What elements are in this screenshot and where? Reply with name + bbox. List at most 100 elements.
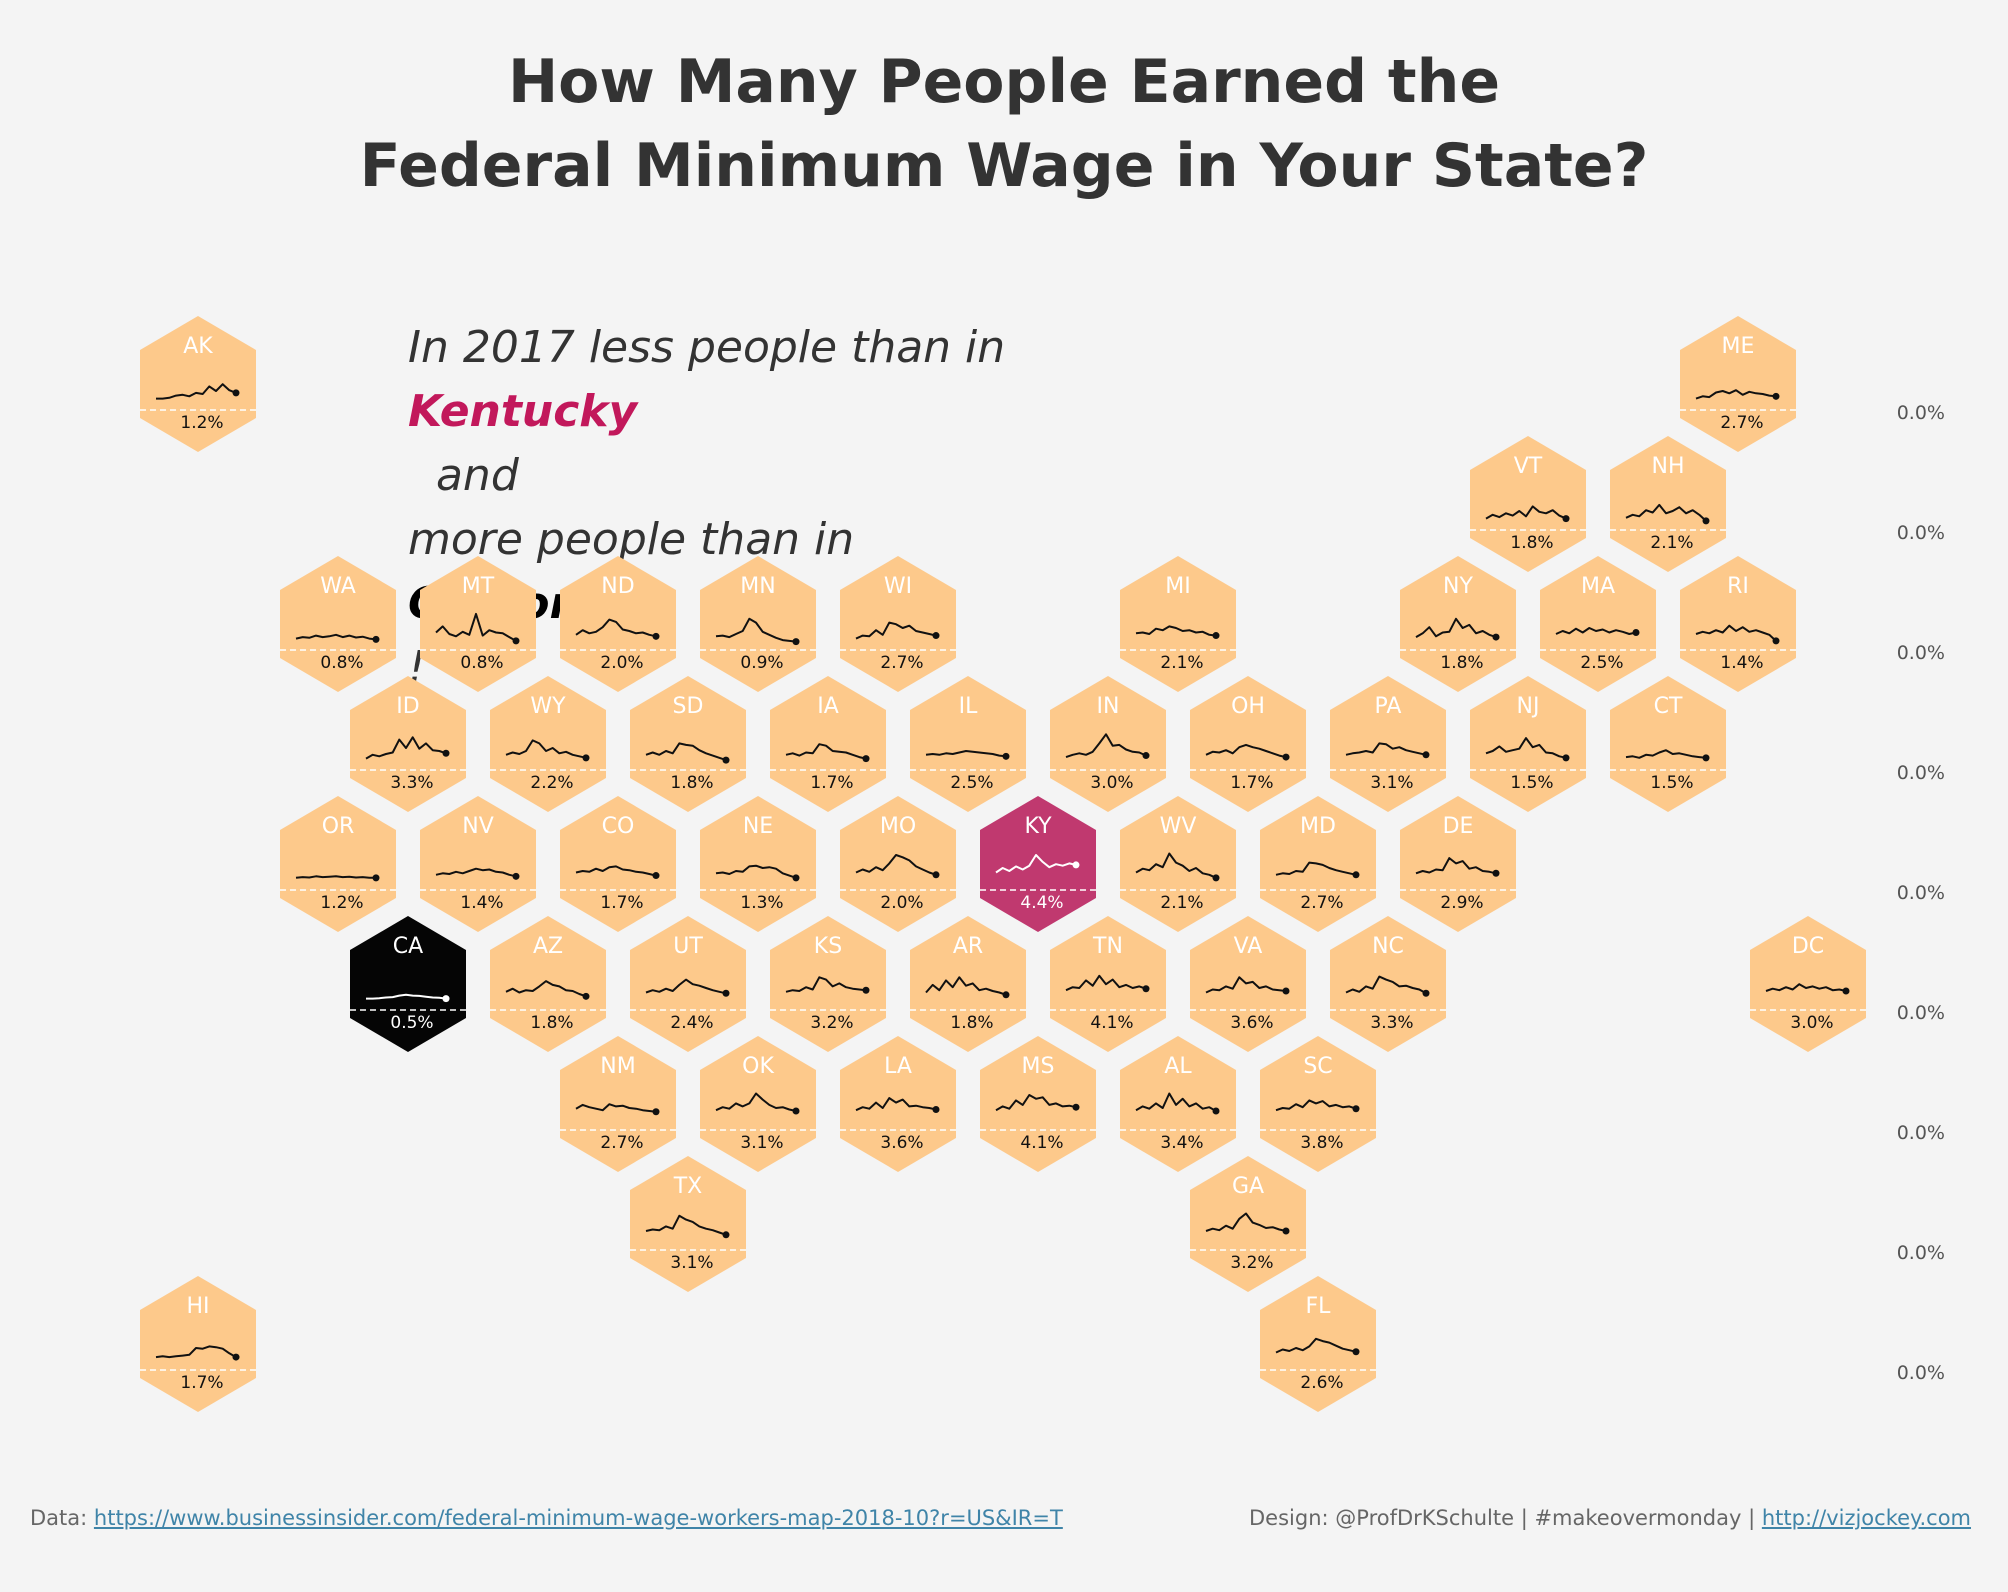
state-code-label: MN (740, 574, 775, 599)
state-tile-al[interactable]: AL 3.4% (1120, 1036, 1236, 1172)
state-tile-me[interactable]: ME 2.7% (1680, 316, 1796, 452)
state-code-label: MS (1022, 1054, 1055, 1079)
state-tile-ok[interactable]: OK 3.1% (700, 1036, 816, 1172)
data-source-link[interactable]: https://www.businessinsider.com/federal-… (93, 1506, 1063, 1530)
state-code-label: MI (1165, 574, 1190, 599)
state-code-label: LA (884, 1054, 912, 1079)
value-label: 1.4% (460, 893, 503, 913)
sparkline (925, 750, 1007, 758)
sparkline (1275, 1099, 1357, 1112)
sparkline-end-dot (792, 638, 800, 646)
value-label: 1.8% (950, 1013, 993, 1033)
state-tile-tn[interactable]: TN 4.1% (1050, 916, 1166, 1052)
state-tile-ne[interactable]: NE 1.3% (700, 796, 816, 932)
state-tile-ut[interactable]: UT 2.4% (630, 916, 746, 1052)
state-tile-tx[interactable]: TX 3.1% (630, 1156, 746, 1292)
state-tile-mo[interactable]: MO 2.0% (840, 796, 956, 932)
state-tile-vt[interactable]: VT 1.8% (1470, 436, 1586, 572)
state-tile-va[interactable]: VA 3.6% (1190, 916, 1306, 1052)
state-tile-dc[interactable]: DC 3.0% (1750, 916, 1866, 1052)
state-code-label: GA (1232, 1174, 1264, 1199)
hexagon (700, 1036, 816, 1172)
state-tile-sd[interactable]: SD 1.8% (630, 676, 746, 812)
state-tile-in[interactable]: IN 3.0% (1050, 676, 1166, 812)
state-tile-ri[interactable]: RI 1.4% (1680, 556, 1796, 692)
state-tile-nd[interactable]: ND 2.0% (560, 556, 676, 692)
state-tile-fl[interactable]: FL 2.6% (1260, 1276, 1376, 1412)
state-tile-nj[interactable]: NJ 1.5% (1470, 676, 1586, 812)
hexagon (1120, 556, 1236, 692)
value-label: 2.1% (1160, 653, 1203, 673)
state-tile-wa[interactable]: WA 0.8% (280, 556, 396, 692)
state-tile-ks[interactable]: KS 3.2% (770, 916, 886, 1052)
state-tile-az[interactable]: AZ 1.8% (490, 916, 606, 1052)
sparkline (1275, 861, 1357, 876)
sparkline-end-dot (1072, 1103, 1080, 1111)
hexagon (1610, 676, 1726, 812)
sparkline-end-dot (1772, 637, 1780, 645)
state-tile-ky[interactable]: KY 4.4% (980, 796, 1096, 932)
state-tile-nc[interactable]: NC 3.3% (1330, 916, 1446, 1052)
state-tile-md[interactable]: MD 2.7% (1260, 796, 1376, 932)
state-tile-il[interactable]: IL 2.5% (910, 676, 1026, 812)
value-label: 2.7% (1300, 893, 1343, 913)
state-code-label: AL (1164, 1054, 1192, 1079)
sparkline (1135, 1092, 1217, 1112)
state-tile-ms[interactable]: MS 4.1% (980, 1036, 1096, 1172)
state-code-label: ME (1722, 334, 1755, 359)
state-tile-wv[interactable]: WV 2.1% (1120, 796, 1236, 932)
state-tile-mi[interactable]: MI 2.1% (1120, 556, 1236, 692)
state-tile-nh[interactable]: NH 2.1% (1610, 436, 1726, 572)
state-tile-hi[interactable]: HI 1.7% (140, 1276, 256, 1412)
value-label: 3.3% (1370, 1013, 1413, 1033)
value-label: 3.6% (1230, 1013, 1273, 1033)
sparkline (1625, 749, 1707, 759)
value-label: 2.1% (1160, 893, 1203, 913)
sparkline-end-dot (372, 635, 380, 643)
hexagon (1680, 556, 1796, 692)
state-tile-pa[interactable]: PA 3.1% (1330, 676, 1446, 812)
sparkline (575, 865, 657, 877)
value-label: 2.7% (880, 653, 923, 673)
value-label: 1.4% (1720, 653, 1763, 673)
state-tile-ny[interactable]: NY 1.8% (1400, 556, 1516, 692)
axis-tick-label: 0.0% (1897, 1362, 1945, 1384)
hexagon (1190, 676, 1306, 812)
hexagon (350, 916, 466, 1052)
state-tile-ca[interactable]: CA 0.5% (350, 916, 466, 1052)
state-code-label: MA (1581, 574, 1615, 599)
state-tile-ct[interactable]: CT 1.5% (1610, 676, 1726, 812)
sparkline-end-dot (1422, 751, 1430, 759)
sparkline-end-dot (1842, 987, 1850, 995)
state-tile-ma[interactable]: MA 2.5% (1540, 556, 1656, 692)
state-tile-nv[interactable]: NV 1.4% (420, 796, 536, 932)
sparkline-end-dot (1352, 1105, 1360, 1113)
state-tile-oh[interactable]: OH 1.7% (1190, 676, 1306, 812)
state-tile-or[interactable]: OR 1.2% (280, 796, 396, 932)
hexagon (980, 1036, 1096, 1172)
vizjockey-link[interactable]: http://vizjockey.com (1761, 1506, 1971, 1530)
state-tile-ar[interactable]: AR 1.8% (910, 916, 1026, 1052)
hexagon (1470, 676, 1586, 812)
state-tile-ak[interactable]: AK 1.2% (140, 316, 256, 452)
state-tile-ia[interactable]: IA 1.7% (770, 676, 886, 812)
state-tile-de[interactable]: DE 2.9% (1400, 796, 1516, 932)
footer-design-credit: Design: @ProfDrKSchulte | #makeovermonda… (1249, 1506, 1971, 1530)
state-tile-wy[interactable]: WY 2.2% (490, 676, 606, 812)
state-tile-wi[interactable]: WI 2.7% (840, 556, 956, 692)
state-tile-mt[interactable]: MT 0.8% (420, 556, 536, 692)
state-tile-la[interactable]: LA 3.6% (840, 1036, 956, 1172)
sparkline (1345, 975, 1427, 995)
hexagon (560, 796, 676, 932)
hexagon (280, 796, 396, 932)
sparkline-end-dot (932, 1105, 940, 1113)
hexagon (840, 1036, 956, 1172)
state-tile-sc[interactable]: SC 3.8% (1260, 1036, 1376, 1172)
state-tile-co[interactable]: CO 1.7% (560, 796, 676, 932)
state-tile-mn[interactable]: MN 0.9% (700, 556, 816, 692)
state-tile-nm[interactable]: NM 2.7% (560, 1036, 676, 1172)
state-tile-id[interactable]: ID 3.3% (350, 676, 466, 812)
sparkline-end-dot (932, 632, 940, 640)
value-label: 1.7% (810, 773, 853, 793)
state-tile-ga[interactable]: GA 3.2% (1190, 1156, 1306, 1292)
